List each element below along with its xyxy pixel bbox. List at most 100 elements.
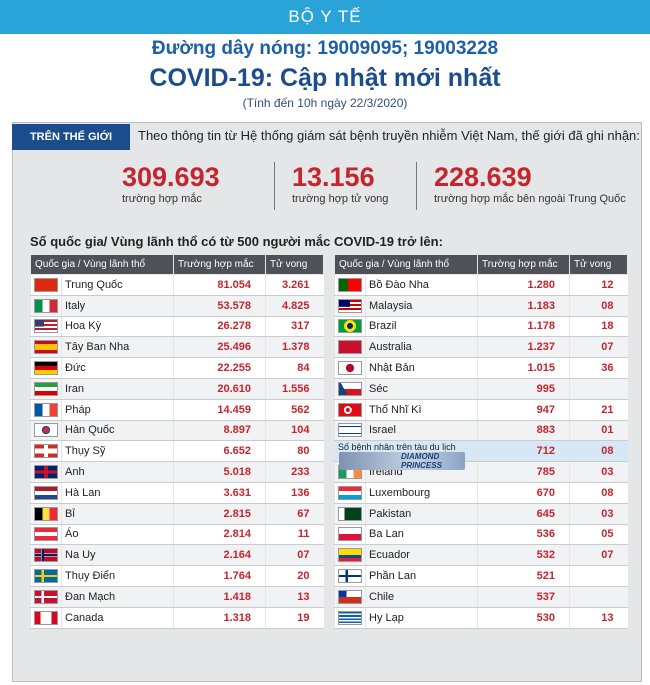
- case-count: 1.183: [477, 295, 570, 317]
- country-name: Hà Lan: [61, 482, 174, 504]
- ship-name: DIAMOND PRINCESS: [401, 452, 442, 471]
- flag-cell: [334, 586, 366, 608]
- country-name: Canada: [61, 607, 174, 629]
- table-header-row: Quốc gia / Vùng lãnh thổ Trường hợp mắc …: [30, 254, 324, 275]
- death-count: 18: [569, 316, 628, 338]
- stat-total-cases: 309.693 trường hợp mắc: [122, 162, 220, 205]
- iran-flag-icon: [34, 381, 58, 396]
- usa-flag-icon: [34, 319, 58, 334]
- case-count: 1.237: [477, 336, 570, 359]
- table-row: Séc 995: [334, 378, 628, 400]
- case-count: 1.178: [477, 316, 570, 338]
- country-header: Quốc gia / Vùng lãnh thổ: [30, 254, 174, 275]
- case-count: 670: [477, 482, 570, 504]
- case-count: 81.054: [173, 274, 266, 296]
- table-row: Hàn Quốc 8.897 104: [30, 420, 324, 442]
- stat-value: 228.639: [434, 162, 532, 192]
- death-count: 01: [569, 420, 628, 442]
- finland-flag-icon: [338, 569, 362, 584]
- case-count: 20.610: [173, 378, 266, 400]
- stat-label: trường hợp tử vong: [292, 193, 389, 205]
- right-country-table: Quốc gia / Vùng lãnh thổ Trường hợp mắc …: [334, 254, 628, 629]
- flag-cell: [334, 399, 366, 421]
- flag-cell: [30, 295, 62, 317]
- death-count: 3.261: [265, 274, 324, 296]
- luxembourg-flag-icon: [338, 485, 362, 500]
- flag-cell: [334, 503, 366, 525]
- flag-cell: [30, 503, 62, 525]
- country-name: Israel: [365, 420, 478, 442]
- cruise-ship-cell: Số bệnh nhân trên tàu du lịch DIAMOND PRI…: [334, 440, 478, 471]
- table-row: Hà Lan 3.631 136: [30, 482, 324, 504]
- case-count: 532: [477, 544, 570, 567]
- stat-value: 13.156: [292, 162, 375, 192]
- france-flag-icon: [34, 402, 58, 417]
- denmark-flag-icon: [34, 589, 58, 604]
- czech-flag-icon: [338, 381, 362, 396]
- flag-cell: [30, 586, 62, 608]
- case-count: 2.814: [173, 524, 266, 546]
- country-name: Thổ Nhĩ Kì: [365, 399, 478, 421]
- flag-cell: [334, 357, 366, 379]
- table-row: Bỉ 2.815 67: [30, 503, 324, 525]
- table-row: Phần Lan 521: [334, 565, 628, 587]
- hotline-text: Đường dây nóng: 19009095; 19003228: [151, 38, 499, 59]
- country-name: Đức: [61, 357, 174, 379]
- korea-flag-icon: [34, 423, 58, 438]
- table-row: Thụy Sỹ 6.652 80: [30, 440, 324, 463]
- flag-cell: [334, 336, 366, 359]
- death-count: [569, 565, 628, 587]
- flag-cell: [334, 295, 366, 317]
- country-name: Phần Lan: [365, 565, 478, 587]
- flag-cell: [30, 482, 62, 504]
- country-name: Đan Mạch: [61, 586, 174, 608]
- table-row: Ba Lan 536 05: [334, 524, 628, 546]
- death-count: 317: [265, 316, 324, 338]
- case-count: 537: [477, 586, 570, 608]
- table-row: Trung Quốc 81.054 3.261: [30, 274, 324, 296]
- country-name: Italy: [61, 295, 174, 317]
- ecuador-flag-icon: [338, 548, 362, 563]
- case-count: 8.897: [173, 420, 266, 442]
- country-name: Australia: [365, 336, 478, 359]
- flag-cell: [30, 461, 62, 483]
- country-name: Tây Ban Nha: [61, 336, 174, 359]
- netherlands-flag-icon: [34, 485, 58, 500]
- flag-cell: [30, 399, 62, 421]
- as-of-date: (Tính đến 10h ngày 22/3/2020): [242, 96, 408, 110]
- section-heading: Số quốc gia/ Vùng lãnh thổ có từ 500 ngư…: [30, 234, 443, 249]
- death-count: 07: [569, 336, 628, 359]
- table-row: Iran 20.610 1.556: [30, 378, 324, 400]
- death-count: 233: [265, 461, 324, 483]
- death-count: 19: [265, 607, 324, 629]
- country-name: Hoa Kỳ: [61, 316, 174, 338]
- pakistan-flag-icon: [338, 506, 362, 521]
- case-count: 53.578: [173, 295, 266, 317]
- case-count: 645: [477, 503, 570, 525]
- country-name: Malaysia: [365, 295, 478, 317]
- case-count: 22.255: [173, 357, 266, 379]
- case-count: 1.280: [477, 274, 570, 296]
- case-count: 14.459: [173, 399, 266, 421]
- case-count: 2.815: [173, 503, 266, 525]
- flag-cell: [30, 420, 62, 442]
- country-header: Quốc gia / Vùng lãnh thổ: [334, 254, 478, 275]
- death-count: 80: [265, 440, 324, 463]
- table-row: Na Uy 2.164 07: [30, 544, 324, 567]
- table-row: Pakistan 645 03: [334, 503, 628, 525]
- table-row: Áo 2.814 11: [30, 524, 324, 546]
- flag-cell: [30, 565, 62, 587]
- country-name: Bỉ: [61, 503, 174, 525]
- country-name: Thụy Điển: [61, 565, 174, 587]
- country-name: Hàn Quốc: [61, 420, 174, 442]
- case-count: 536: [477, 524, 570, 546]
- flag-cell: [334, 544, 366, 567]
- left-country-table: Quốc gia / Vùng lãnh thổ Trường hợp mắc …: [30, 254, 324, 629]
- australia-flag-icon: [338, 340, 362, 355]
- country-name: Brazil: [365, 316, 478, 338]
- deaths-header: Tử vong: [265, 254, 324, 275]
- death-count: 03: [569, 461, 628, 483]
- case-count: 521: [477, 565, 570, 587]
- flag-cell: [30, 524, 62, 546]
- intro-text: Theo thông tin từ Hệ thống giám sát bệnh…: [138, 128, 640, 143]
